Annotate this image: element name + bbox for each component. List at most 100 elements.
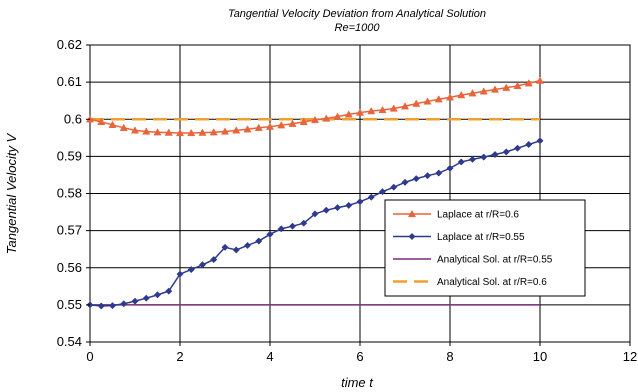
y-tick-label: 0.57 xyxy=(57,223,82,238)
x-tick-label: 12 xyxy=(623,349,637,364)
series-0-point xyxy=(277,121,286,129)
series-0-point xyxy=(322,114,331,122)
series-0-point xyxy=(378,105,387,114)
x-tick-label: 4 xyxy=(266,349,273,364)
series-0-point xyxy=(502,83,511,91)
series-1-point xyxy=(97,302,105,310)
series-1-point xyxy=(536,137,544,145)
series-0-point xyxy=(434,95,443,103)
series-1-point xyxy=(435,169,443,177)
series-0-point xyxy=(490,85,500,93)
series-1-point xyxy=(266,230,274,238)
series-0-point xyxy=(412,99,421,107)
y-tick-label: 0.54 xyxy=(57,334,82,349)
y-tick-label: 0.55 xyxy=(57,297,82,312)
series-1-point xyxy=(176,270,184,278)
series-0-point xyxy=(367,106,376,115)
legend-label-3: Analytical Sol. at r/R=0.6 xyxy=(437,277,547,288)
chart-title: Tangential Velocity Deviation from Analy… xyxy=(228,8,486,20)
series-0-point xyxy=(209,128,218,136)
series-1-point xyxy=(412,175,420,183)
legend-box xyxy=(384,199,586,297)
series-0-point xyxy=(198,128,207,136)
series-1-point xyxy=(255,237,263,245)
series-1-point xyxy=(322,206,330,214)
legend-label-0: Laplace at r/R=0.6 xyxy=(437,210,519,221)
series-0-point xyxy=(175,128,185,137)
series-0-point xyxy=(479,87,488,95)
series-0-point xyxy=(524,79,533,87)
series-0-point xyxy=(333,112,342,120)
series-0-point xyxy=(355,108,365,116)
series-0-point xyxy=(389,104,398,112)
series-1-point xyxy=(345,201,353,209)
series-1-point xyxy=(165,287,173,295)
chart-subtitle: Re=1000 xyxy=(335,22,381,34)
series-0-point xyxy=(142,127,151,135)
series-1-point xyxy=(232,246,240,254)
series-0-point xyxy=(130,126,140,134)
y-tick-label: 0.56 xyxy=(57,260,82,275)
series-legend-0-point xyxy=(407,209,417,218)
series-0-point xyxy=(400,102,410,110)
x-axis-label: time t xyxy=(341,375,374,390)
series-0-point xyxy=(153,128,162,136)
series-0-point xyxy=(254,123,263,131)
x-tick-label: 6 xyxy=(356,349,363,364)
series-0-point xyxy=(457,91,466,99)
series-0-point xyxy=(513,81,522,89)
series-1-point xyxy=(378,188,387,196)
x-tick-label: 2 xyxy=(176,349,183,364)
series-0-point xyxy=(164,128,173,136)
series-1-point xyxy=(457,158,465,166)
series-1-point xyxy=(210,256,218,264)
series-1-point xyxy=(300,219,308,227)
series-0-point xyxy=(97,117,106,125)
series-0-point xyxy=(299,117,308,125)
series-1-point xyxy=(356,198,364,206)
series-1-point xyxy=(367,193,375,201)
series-1-point xyxy=(513,144,522,152)
x-tick-label: 10 xyxy=(533,349,547,364)
series-0-point xyxy=(310,115,320,124)
series-1-point xyxy=(108,302,117,310)
series-1-point xyxy=(401,178,409,186)
series-0-line xyxy=(89,79,541,134)
y-tick-label: 0.59 xyxy=(57,148,82,163)
series-1-point xyxy=(390,183,398,191)
series-0-point xyxy=(265,122,275,130)
series-0-point xyxy=(535,76,545,84)
series-0 xyxy=(85,76,545,137)
y-tick-label: 0.6 xyxy=(64,111,82,126)
series-0-point xyxy=(187,128,196,137)
series-1-point xyxy=(120,300,128,308)
x-tick-label: 8 xyxy=(446,349,453,364)
y-tick-label: 0.62 xyxy=(57,37,82,52)
series-1-point xyxy=(468,155,477,163)
series-1-point xyxy=(142,294,150,302)
series-1-point xyxy=(333,204,342,212)
series-1-point xyxy=(446,164,454,172)
series-0-point xyxy=(344,110,353,118)
series-0-point xyxy=(243,125,252,133)
series-1-point xyxy=(311,210,319,218)
legend: Laplace at r/R=0.6 Laplace at r/R=0.55 Ana… xyxy=(384,199,586,297)
y-tick-label: 0.61 xyxy=(57,74,82,89)
series-0-point xyxy=(220,127,230,135)
series-1-point xyxy=(288,222,297,230)
series-1-point xyxy=(221,243,229,251)
series-0-point xyxy=(468,89,477,97)
grid xyxy=(89,44,631,343)
x-tick-label: 0 xyxy=(86,349,93,364)
series-1-point xyxy=(525,140,533,149)
series-0-point xyxy=(119,123,128,131)
series-1-point xyxy=(502,148,510,156)
series-1-point xyxy=(480,153,488,161)
series-1-point xyxy=(198,261,207,269)
series-1-point xyxy=(131,297,139,305)
series-1 xyxy=(86,137,544,310)
series-1-point xyxy=(277,225,285,233)
series-1-point xyxy=(423,172,432,180)
series-1-point xyxy=(243,241,252,250)
series-0-point xyxy=(288,119,297,127)
